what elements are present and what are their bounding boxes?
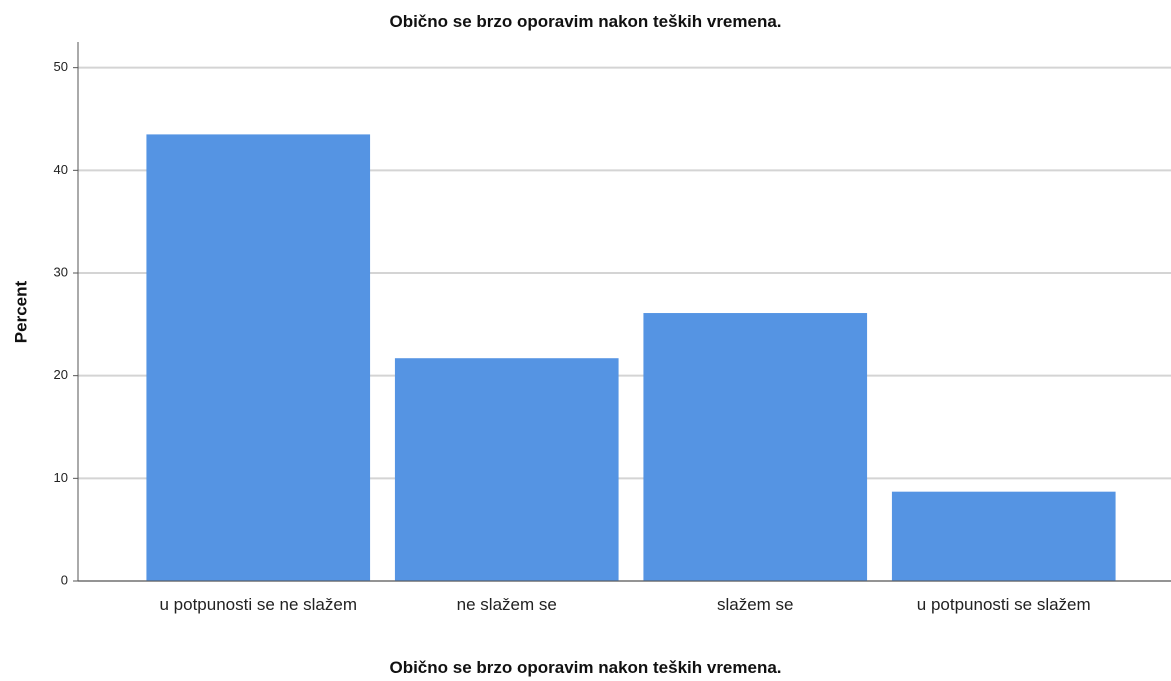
y-tick-label: 30 [54,264,68,279]
bar [146,134,371,581]
x-axis-label: Obično se brzo oporavim nakon teških vre… [389,658,782,677]
chart-title: Obično se brzo oporavim nakon teških vre… [389,12,782,31]
y-axis-label: Percent [11,280,30,343]
bar [643,313,868,581]
x-tick-label: slažem se [716,595,794,614]
x-tick-label: ne slažem se [456,595,557,614]
y-tick-label: 0 [61,572,68,587]
y-tick-label: 10 [54,470,68,485]
y-tick-label: 50 [54,59,68,74]
y-tick-label: 40 [54,162,68,177]
x-tick-label: u potpunosti se slažem [916,595,1091,614]
x-tick-label: u potpunosti se ne slažem [159,595,357,614]
y-tick-label: 20 [54,367,68,382]
bar [891,491,1116,581]
bar [394,358,619,581]
